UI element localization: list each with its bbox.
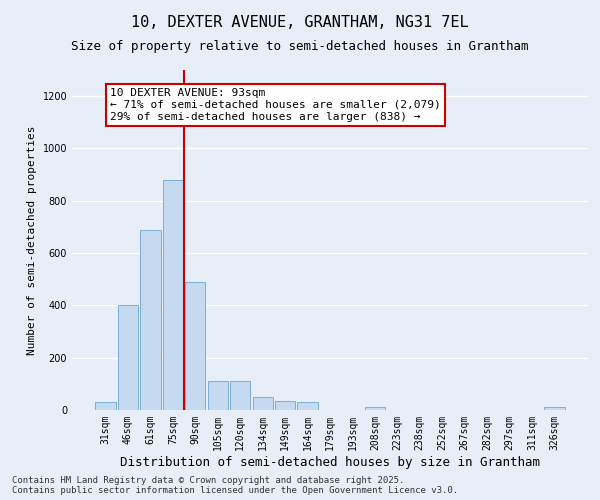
Bar (230, 381, 250, 410)
Bar (140, 230, 161, 410)
X-axis label: Distribution of semi-detached houses by size in Grantham: Distribution of semi-detached houses by … (120, 456, 540, 468)
Bar (185, 282, 205, 410)
Bar (365, 408, 385, 410)
Text: 10, DEXTER AVENUE, GRANTHAM, NG31 7EL: 10, DEXTER AVENUE, GRANTHAM, NG31 7EL (131, 15, 469, 30)
Bar (298, 402, 317, 410)
Bar (275, 401, 295, 410)
Text: 10 DEXTER AVENUE: 93sqm
← 71% of semi-detached houses are smaller (2,079)
29% of: 10 DEXTER AVENUE: 93sqm ← 71% of semi-de… (110, 88, 441, 122)
Bar (544, 408, 565, 410)
Bar (253, 397, 273, 410)
Text: Size of property relative to semi-detached houses in Grantham: Size of property relative to semi-detach… (71, 40, 529, 53)
Bar (95, 402, 116, 410)
Bar (208, 381, 228, 410)
Y-axis label: Number of semi-detached properties: Number of semi-detached properties (27, 125, 37, 355)
Text: Contains HM Land Registry data © Crown copyright and database right 2025.
Contai: Contains HM Land Registry data © Crown c… (12, 476, 458, 495)
Bar (163, 180, 183, 410)
Bar (118, 306, 138, 410)
